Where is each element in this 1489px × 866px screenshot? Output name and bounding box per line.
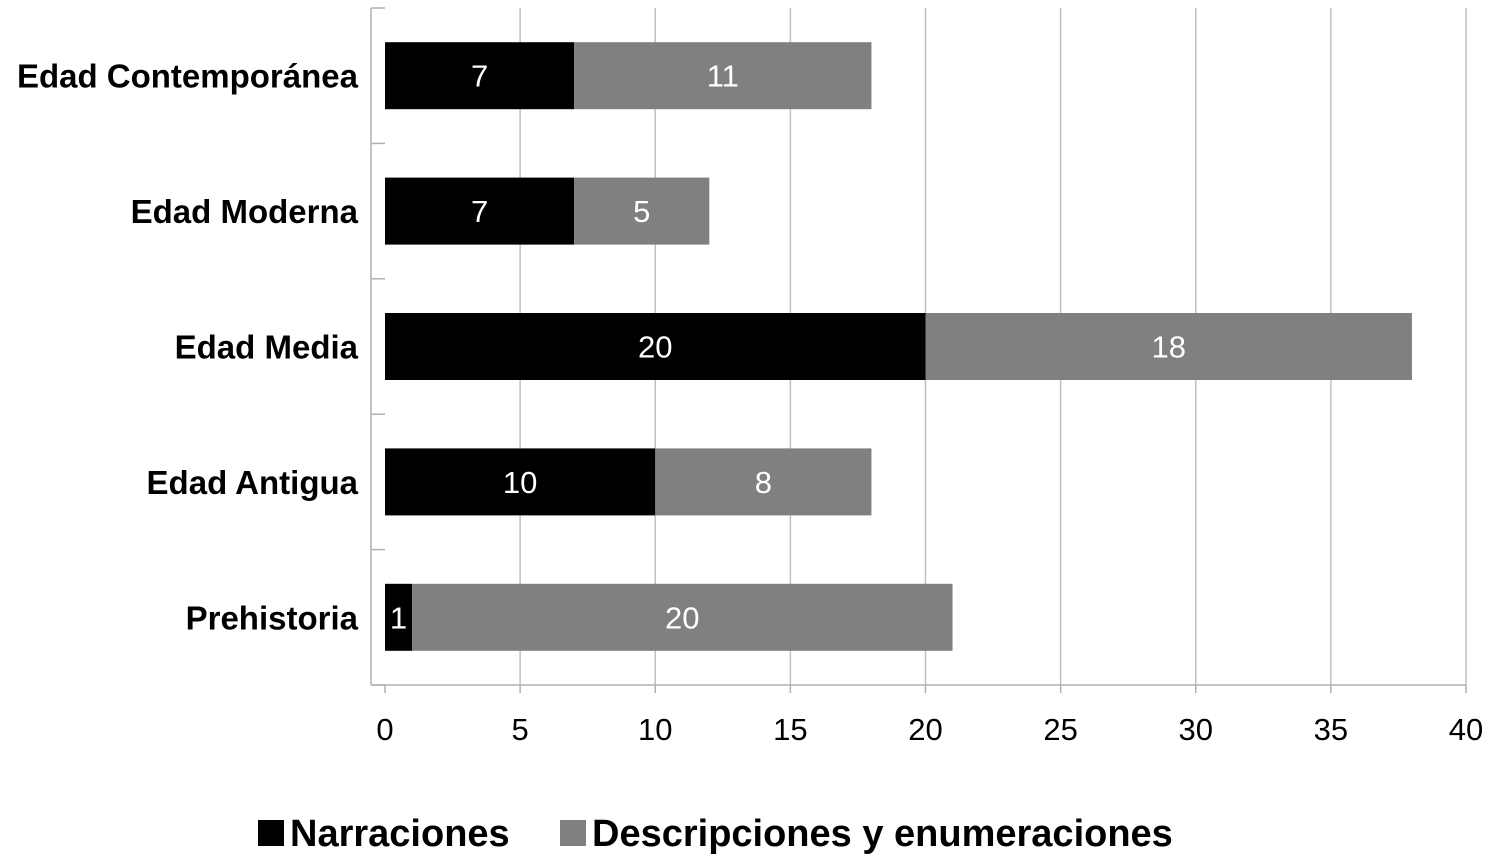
category-label: Prehistoria: [186, 599, 359, 636]
bar-descripciones: [412, 583, 953, 651]
bar-narraciones: [385, 313, 926, 380]
category-label: Edad Media: [175, 329, 359, 366]
x-tick-label-10: 10: [638, 712, 672, 747]
data-label: 7: [471, 194, 488, 229]
legend-label-1: Descripciones y enumeraciones: [592, 813, 1173, 855]
bar-descripciones: [655, 448, 872, 516]
bar-descripciones: [574, 42, 872, 110]
data-label: 8: [755, 465, 772, 500]
category-label: Edad Moderna: [131, 193, 359, 230]
bar-narraciones: [385, 177, 575, 245]
data-label: 20: [665, 600, 699, 635]
x-tick-label-30: 30: [1179, 712, 1213, 747]
x-tick-label-40: 40: [1449, 712, 1483, 747]
data-label: 20: [638, 330, 672, 365]
bar-descripciones: [574, 177, 710, 245]
bar-narraciones: [385, 448, 656, 516]
legend-swatch-1: [560, 820, 586, 846]
x-tick-label-35: 35: [1314, 712, 1348, 747]
data-label: 7: [471, 59, 488, 94]
bar-descripciones: [925, 313, 1412, 380]
x-tick-label-20: 20: [908, 712, 942, 747]
data-label: 18: [1151, 330, 1185, 365]
legend: Narraciones Descripciones y enumeraciones: [258, 813, 1173, 855]
legend-swatch-0: [258, 820, 284, 846]
data-label: 1: [390, 600, 407, 635]
bar-narraciones: [385, 42, 575, 110]
axes: [370, 7, 1467, 693]
data-label: 5: [633, 194, 650, 229]
data-label: 10: [503, 465, 537, 500]
x-tick-label-25: 25: [1043, 712, 1077, 747]
category-label: Edad Contemporánea: [17, 58, 359, 95]
x-tick-label-15: 15: [773, 712, 807, 747]
data-label: 11: [707, 59, 739, 94]
category-label: Edad Antigua: [147, 464, 359, 501]
x-tick-label-5: 5: [512, 712, 529, 747]
bars: [385, 42, 1412, 651]
legend-label-0: Narraciones: [290, 813, 510, 855]
bar-narraciones: [385, 583, 413, 651]
x-tick-label-0: 0: [376, 712, 393, 747]
